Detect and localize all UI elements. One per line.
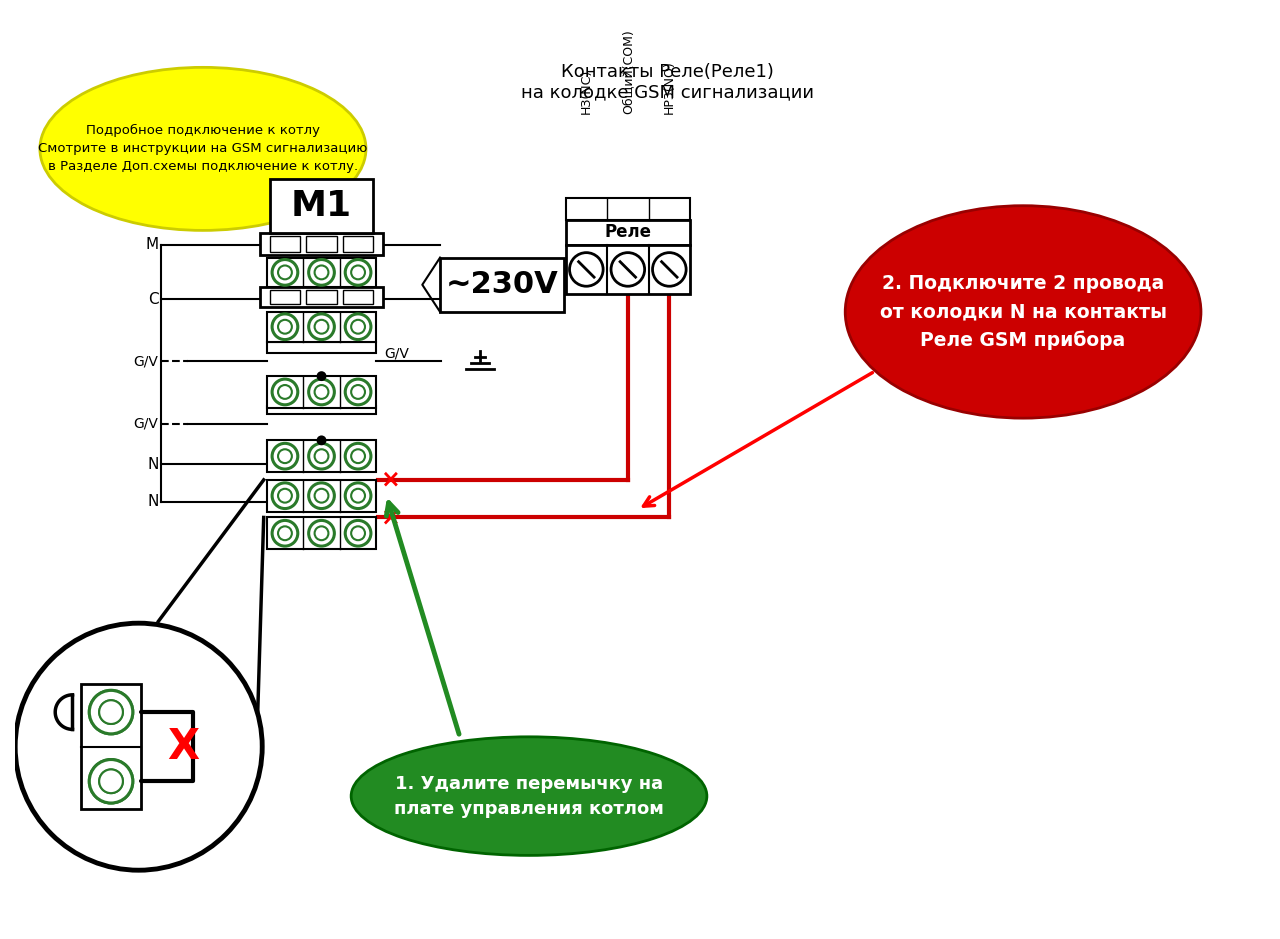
Circle shape: [273, 520, 298, 546]
Bar: [266, 406, 376, 414]
Text: 2. Подключите 2 провода
от колодки N на контакты
Реле GSM прибора: 2. Подключите 2 провода от колодки N на …: [879, 274, 1166, 350]
Circle shape: [351, 449, 365, 463]
Text: НР3(NO): НР3(NO): [663, 60, 676, 115]
Bar: [266, 440, 376, 472]
Bar: [266, 517, 376, 549]
Circle shape: [316, 371, 326, 381]
Text: Подробное подключение к котлу
Смотрите в инструкции на GSM сигнализацию
в Раздел: Подробное подключение к котлу Смотрите в…: [38, 124, 367, 174]
Circle shape: [346, 443, 371, 470]
Bar: [260, 287, 383, 307]
Circle shape: [90, 760, 133, 803]
Circle shape: [273, 259, 298, 285]
Circle shape: [90, 760, 133, 803]
Text: G/V: G/V: [384, 346, 410, 361]
Circle shape: [308, 259, 334, 285]
Circle shape: [90, 690, 133, 734]
Text: ×: ×: [380, 505, 401, 530]
Circle shape: [351, 527, 365, 540]
Text: ×: ×: [380, 468, 401, 492]
Text: Общий(COM): Общий(COM): [621, 29, 635, 115]
Circle shape: [346, 379, 371, 405]
Circle shape: [308, 483, 334, 509]
Text: N: N: [147, 494, 159, 509]
Circle shape: [278, 449, 292, 463]
Circle shape: [570, 253, 603, 286]
Circle shape: [273, 443, 298, 470]
Text: ~230V: ~230V: [445, 270, 558, 300]
Bar: [440, 257, 563, 312]
Circle shape: [308, 379, 334, 405]
Circle shape: [653, 253, 686, 286]
Bar: [270, 290, 301, 304]
Circle shape: [315, 266, 329, 279]
Circle shape: [99, 700, 123, 724]
Text: Контакты Реле(Реле1)
на колодке GSM сигнализации: Контакты Реле(Реле1) на колодке GSM сигн…: [521, 63, 814, 101]
Text: 1. Удалите перемычку на
плате управления котлом: 1. Удалите перемычку на плате управления…: [394, 775, 664, 818]
Circle shape: [611, 253, 645, 286]
Circle shape: [346, 259, 371, 285]
Circle shape: [273, 314, 298, 340]
Bar: [566, 198, 690, 220]
Circle shape: [15, 623, 262, 870]
Circle shape: [278, 489, 292, 502]
Text: G/V: G/V: [133, 417, 159, 431]
Circle shape: [99, 769, 123, 793]
Circle shape: [278, 385, 292, 399]
Ellipse shape: [40, 68, 366, 230]
Text: M: M: [146, 238, 159, 253]
Bar: [266, 257, 376, 287]
Bar: [306, 236, 337, 252]
Circle shape: [278, 527, 292, 540]
Bar: [266, 312, 376, 342]
Circle shape: [351, 266, 365, 279]
Circle shape: [308, 314, 334, 340]
Text: N: N: [147, 456, 159, 471]
Bar: [270, 236, 301, 252]
Circle shape: [90, 690, 133, 734]
Circle shape: [308, 443, 334, 470]
Circle shape: [273, 379, 298, 405]
Text: X: X: [168, 726, 200, 768]
Bar: [266, 377, 376, 408]
Circle shape: [315, 449, 329, 463]
Text: Реле: Реле: [604, 223, 652, 241]
Circle shape: [315, 385, 329, 399]
Circle shape: [351, 489, 365, 502]
Circle shape: [315, 527, 329, 540]
Circle shape: [278, 320, 292, 333]
Circle shape: [315, 489, 329, 502]
Circle shape: [351, 320, 365, 333]
Bar: [266, 480, 376, 512]
Circle shape: [351, 385, 365, 399]
Circle shape: [99, 700, 123, 724]
Bar: [266, 342, 376, 353]
Bar: [270, 178, 372, 233]
Bar: [343, 236, 374, 252]
Circle shape: [346, 520, 371, 546]
Text: G/V: G/V: [133, 354, 159, 368]
Circle shape: [346, 314, 371, 340]
Circle shape: [316, 436, 326, 445]
Circle shape: [278, 266, 292, 279]
Text: C: C: [148, 292, 159, 306]
Circle shape: [99, 769, 123, 793]
Ellipse shape: [351, 737, 707, 855]
Circle shape: [273, 483, 298, 509]
Bar: [82, 685, 141, 809]
Circle shape: [315, 320, 329, 333]
Bar: [343, 290, 374, 304]
Text: НЗ(NC): НЗ(NC): [580, 69, 593, 115]
Circle shape: [308, 520, 334, 546]
Bar: [260, 233, 383, 254]
Bar: [566, 220, 690, 245]
Bar: [566, 245, 690, 294]
Bar: [306, 290, 337, 304]
Circle shape: [346, 483, 371, 509]
Text: M1: M1: [291, 189, 352, 223]
Ellipse shape: [845, 206, 1201, 418]
